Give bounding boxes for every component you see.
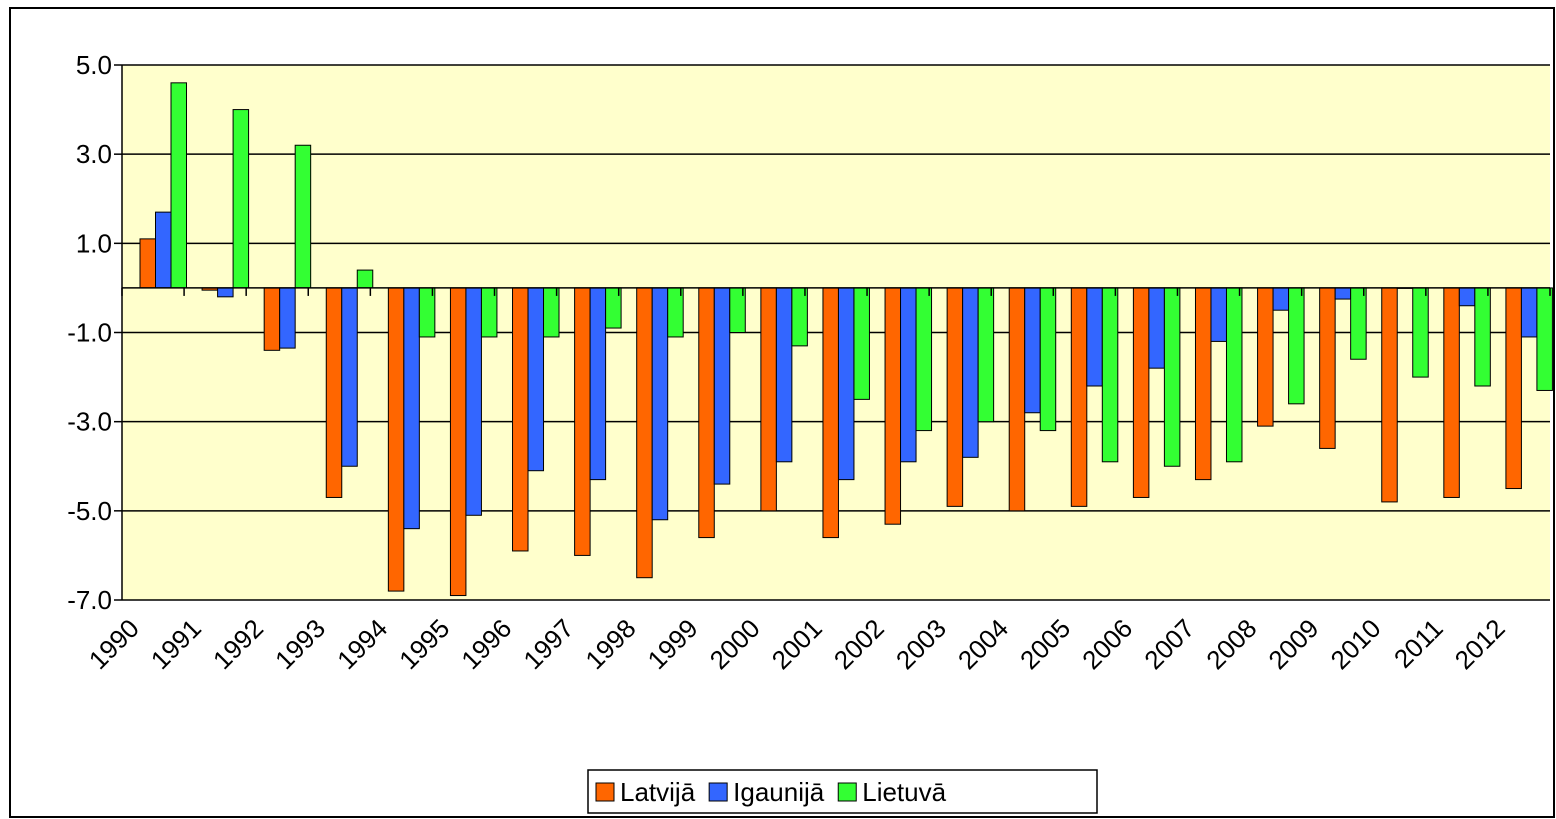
bar <box>1520 287 1538 338</box>
bar <box>279 287 296 349</box>
y-tick-label: -1.0 <box>67 318 112 348</box>
bar <box>527 287 545 472</box>
legend-swatch <box>708 782 728 802</box>
bar <box>1412 287 1429 378</box>
y-tick-label: -5.0 <box>67 496 112 526</box>
legend-label: Igaunijā <box>733 777 825 807</box>
bar <box>837 287 855 481</box>
bar <box>139 238 156 289</box>
bar <box>155 211 172 289</box>
bar <box>977 287 995 423</box>
bar <box>217 287 234 298</box>
bar <box>1148 287 1165 369</box>
bar <box>387 287 405 592</box>
bar <box>232 109 250 289</box>
bar <box>1474 287 1491 387</box>
bar <box>403 287 420 530</box>
bar <box>651 287 669 521</box>
bar <box>589 287 607 481</box>
bar <box>1024 287 1041 414</box>
bar <box>1334 287 1352 300</box>
bar <box>1350 287 1367 360</box>
bar <box>760 287 777 512</box>
y-tick-label: 5.0 <box>76 50 112 80</box>
bar <box>946 287 964 507</box>
bar <box>1132 287 1150 498</box>
bar <box>1210 287 1227 342</box>
bar <box>1505 287 1522 490</box>
bar <box>1257 287 1274 427</box>
bar <box>822 287 839 539</box>
bar <box>1272 287 1290 311</box>
legend-label: Latvijā <box>620 777 696 807</box>
y-tick-label: 1.0 <box>76 228 112 258</box>
bar <box>294 144 312 289</box>
bar <box>341 287 358 467</box>
y-tick-label: -7.0 <box>67 585 112 615</box>
bar <box>356 269 374 289</box>
bar <box>263 287 281 351</box>
bar <box>1536 287 1553 391</box>
bar <box>775 287 793 463</box>
legend-label: Lietuvā <box>862 777 946 807</box>
legend-swatch <box>595 782 615 802</box>
bar <box>791 287 808 347</box>
bar <box>962 287 979 458</box>
bar <box>449 287 467 597</box>
bar <box>698 287 715 539</box>
bar <box>853 287 870 400</box>
legend-swatch <box>837 782 857 802</box>
bar <box>574 287 591 556</box>
bar <box>713 287 731 485</box>
bar <box>1288 287 1305 405</box>
y-tick-label: -3.0 <box>67 407 112 437</box>
bar <box>325 287 343 498</box>
bar <box>1101 287 1119 463</box>
bar <box>1443 287 1460 498</box>
bar <box>1194 287 1212 481</box>
bar <box>465 287 482 516</box>
bar <box>1086 287 1103 387</box>
bar <box>915 287 933 432</box>
bar <box>1039 287 1057 432</box>
bar <box>1008 287 1026 512</box>
bar <box>1070 287 1088 507</box>
bar <box>884 287 902 525</box>
bar <box>1225 287 1243 463</box>
bar <box>1163 287 1181 467</box>
bar <box>512 287 529 552</box>
bar <box>1458 287 1476 307</box>
bar <box>900 287 917 463</box>
bar <box>636 287 653 579</box>
y-tick-label: 3.0 <box>76 139 112 169</box>
bar <box>1319 287 1336 449</box>
bar <box>1381 287 1398 503</box>
bar <box>170 82 187 289</box>
